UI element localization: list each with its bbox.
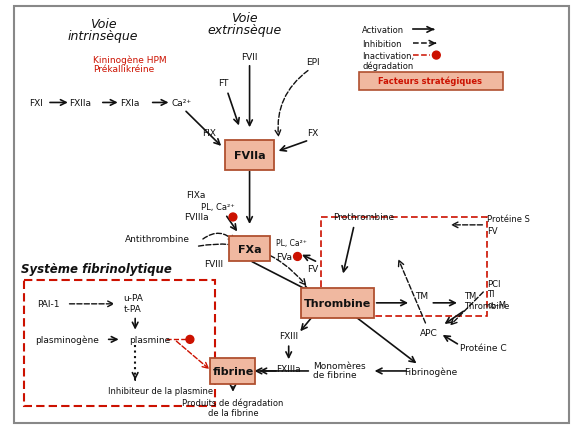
Text: plasminogène: plasminogène bbox=[36, 335, 99, 344]
Text: FXa: FXa bbox=[238, 244, 262, 254]
Text: Voie: Voie bbox=[232, 12, 258, 25]
Text: FT: FT bbox=[218, 79, 228, 88]
Text: Thrombine: Thrombine bbox=[464, 301, 509, 310]
Text: FXIII: FXIII bbox=[279, 331, 298, 340]
Text: Prothrombine: Prothrombine bbox=[333, 213, 394, 222]
Circle shape bbox=[229, 214, 237, 221]
Text: FXIIIa: FXIIIa bbox=[276, 365, 301, 374]
Text: Ca²⁺: Ca²⁺ bbox=[171, 99, 191, 108]
Text: α₂-M: α₂-M bbox=[487, 301, 506, 310]
Text: intrinsèque: intrinsèque bbox=[67, 30, 138, 43]
FancyBboxPatch shape bbox=[225, 141, 274, 170]
Circle shape bbox=[433, 52, 440, 60]
Text: FXIa: FXIa bbox=[120, 99, 140, 108]
Text: FXIIa: FXIIa bbox=[70, 99, 92, 108]
Text: fibrine: fibrine bbox=[213, 366, 253, 376]
Text: FVa: FVa bbox=[276, 252, 292, 261]
Text: APC: APC bbox=[420, 328, 437, 337]
Text: Protéine S: Protéine S bbox=[487, 215, 530, 224]
Text: EPI: EPI bbox=[306, 57, 320, 66]
Text: FV: FV bbox=[308, 264, 319, 273]
FancyBboxPatch shape bbox=[301, 289, 374, 318]
Text: Kininogène HPM: Kininogène HPM bbox=[93, 55, 167, 64]
Text: TI: TI bbox=[487, 290, 495, 299]
Text: PL, Ca²⁺: PL, Ca²⁺ bbox=[276, 239, 307, 248]
Text: PAI-1: PAI-1 bbox=[37, 300, 60, 309]
Text: Thrombine: Thrombine bbox=[304, 298, 371, 308]
Text: PCI: PCI bbox=[487, 279, 501, 288]
Text: TM: TM bbox=[464, 292, 476, 301]
Text: Inhibiteur de la plasmine: Inhibiteur de la plasmine bbox=[108, 386, 213, 395]
Text: Inactivation,: Inactivation, bbox=[362, 52, 414, 61]
Text: u-PA: u-PA bbox=[123, 294, 143, 303]
Text: Fibrinogène: Fibrinogène bbox=[404, 366, 457, 376]
Text: FIXa: FIXa bbox=[186, 190, 206, 199]
Text: Prékallikréine: Prékallikréine bbox=[93, 65, 154, 74]
Text: t-PA: t-PA bbox=[123, 304, 141, 313]
Text: Inhibition: Inhibition bbox=[362, 40, 401, 49]
Text: plasmine: plasmine bbox=[129, 335, 170, 344]
Text: FVIIIa: FVIIIa bbox=[184, 213, 209, 222]
Text: FVIIa: FVIIa bbox=[234, 150, 266, 160]
Text: Facteurs stratégiques: Facteurs stratégiques bbox=[378, 77, 483, 86]
Text: FX: FX bbox=[308, 128, 319, 137]
Text: de fibrine: de fibrine bbox=[313, 371, 357, 380]
Text: Système fibrinolytique: Système fibrinolytique bbox=[21, 262, 172, 275]
Text: Monomères: Monomères bbox=[313, 361, 366, 370]
Text: FXI: FXI bbox=[29, 99, 43, 108]
Text: Activation: Activation bbox=[362, 26, 404, 35]
FancyBboxPatch shape bbox=[210, 358, 255, 384]
FancyBboxPatch shape bbox=[14, 7, 569, 423]
FancyBboxPatch shape bbox=[359, 73, 503, 90]
Text: Produits de dégradation: Produits de dégradation bbox=[182, 398, 283, 407]
Text: Protéine C: Protéine C bbox=[460, 343, 506, 352]
Text: TM: TM bbox=[415, 292, 428, 301]
Text: FVIII: FVIII bbox=[204, 259, 223, 268]
Text: FVII: FVII bbox=[241, 52, 258, 61]
Circle shape bbox=[294, 253, 301, 261]
Text: FV: FV bbox=[487, 227, 498, 236]
Text: dégradation: dégradation bbox=[362, 61, 413, 71]
Text: de la fibrine: de la fibrine bbox=[207, 408, 258, 417]
Circle shape bbox=[186, 336, 194, 344]
Text: FIX: FIX bbox=[202, 128, 215, 137]
Text: Voie: Voie bbox=[90, 18, 116, 31]
FancyBboxPatch shape bbox=[229, 236, 270, 262]
Text: PL, Ca²⁺: PL, Ca²⁺ bbox=[200, 202, 234, 211]
Text: Antithrombine: Antithrombine bbox=[126, 235, 191, 244]
Text: extrinsèque: extrinsèque bbox=[207, 24, 282, 37]
